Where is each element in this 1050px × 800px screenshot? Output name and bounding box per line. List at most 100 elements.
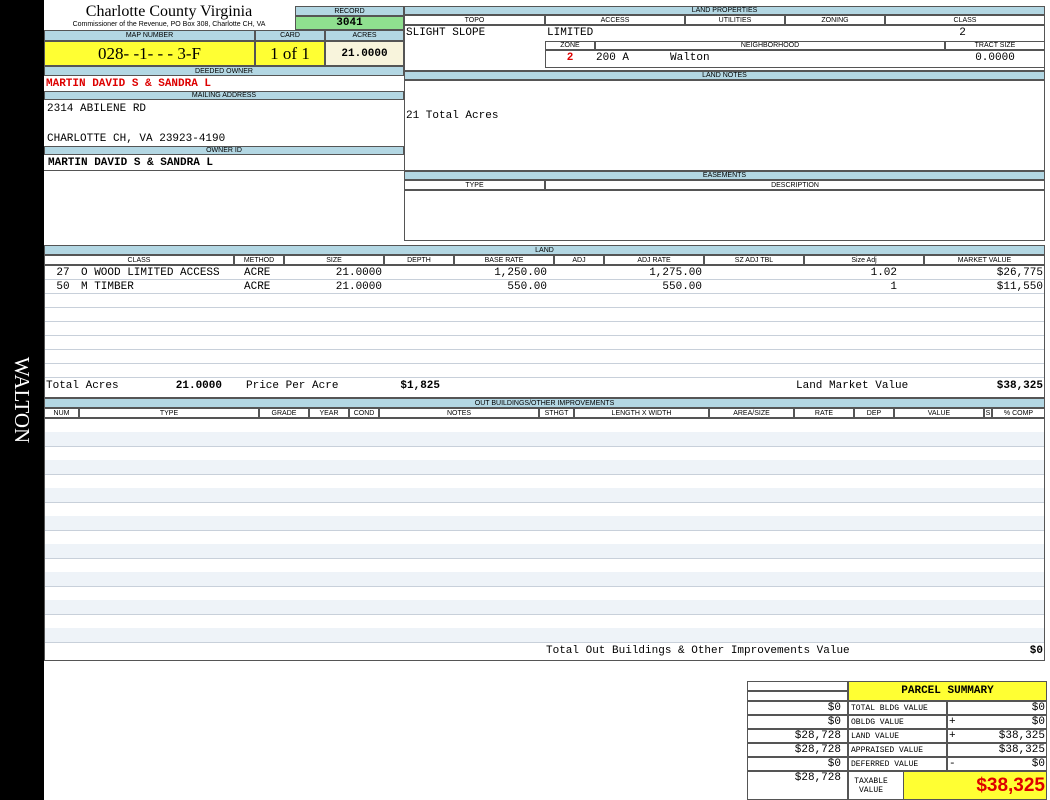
out-col-header: % COMP xyxy=(1003,409,1034,417)
summary-prior-cell xyxy=(747,715,848,729)
summary-op: + xyxy=(949,730,956,742)
owner-id-rule xyxy=(44,170,404,171)
land-market-value: $26,775 xyxy=(996,267,1043,279)
land-row-rule xyxy=(45,293,1044,294)
out-row-rule xyxy=(45,558,1044,559)
summary-prior: $28,728 xyxy=(794,772,841,784)
land-col-header-cell xyxy=(454,255,554,265)
land-adj-rate: 1,275.00 xyxy=(649,267,702,279)
summary-label-cell xyxy=(848,743,947,757)
land-class: O WOOD LIMITED ACCESS xyxy=(81,267,220,279)
summary-label-cell xyxy=(848,757,947,771)
out-col-header-cell xyxy=(992,408,1045,418)
land-col-header: DEPTH xyxy=(407,256,431,264)
summary-title-bg xyxy=(848,681,1047,701)
out-col-header: GRADE xyxy=(271,409,297,417)
mailing-address-label-bg xyxy=(44,91,404,100)
summary-value-cell xyxy=(947,715,1047,729)
easement-col-cell xyxy=(404,180,545,190)
land-size: 21.0000 xyxy=(335,281,382,293)
market: $38,325 xyxy=(996,380,1043,392)
land-notes-box xyxy=(404,80,1045,171)
land-row-rule xyxy=(45,307,1044,308)
out-col-header: S xyxy=(985,409,991,417)
summary-value: $0 xyxy=(1031,716,1045,728)
card-label: CARD xyxy=(280,32,300,39)
land-col-header: METHOD xyxy=(243,256,275,264)
deeded-owner-label: DEEDED OWNER xyxy=(195,67,253,75)
record-label: RECORD xyxy=(334,7,365,15)
out-col-header: DEP xyxy=(866,409,882,417)
out-col-header-cell xyxy=(539,408,574,418)
summary-prior-cell xyxy=(747,743,848,757)
land-row-rule xyxy=(45,349,1044,350)
summary-title: PARCEL SUMMARY xyxy=(901,685,994,697)
out-col-header-cell xyxy=(79,408,259,418)
summary-op: - xyxy=(949,758,956,770)
easement-col: DESCRIPTION xyxy=(771,181,819,189)
land-col-header-cell xyxy=(704,255,804,265)
summary-value: $38,325 xyxy=(998,730,1045,742)
land-properties-title-bg xyxy=(404,6,1045,15)
map-number-label: MAP NUMBER xyxy=(125,32,174,39)
owner-id-label-bg xyxy=(44,146,404,155)
acres-label-bg xyxy=(325,30,404,41)
land-method: ACRE xyxy=(244,267,271,279)
land-col-header: ADJ xyxy=(572,256,586,264)
summary-blank xyxy=(747,681,848,691)
summary-op: + xyxy=(949,716,956,728)
zone-row xyxy=(545,50,1045,68)
summary-prior: $28,728 xyxy=(794,744,841,756)
out-col-header: YEAR xyxy=(319,409,339,417)
out-row-band xyxy=(45,488,1044,502)
out-col-header-cell xyxy=(309,408,349,418)
land-col-header-cell xyxy=(924,255,1045,265)
out-row-rule xyxy=(45,530,1044,531)
out-row-band xyxy=(45,432,1044,446)
deeded-owner-value: MARTIN DAVID S & SANDRA L xyxy=(46,78,212,90)
summary-value: $38,325 xyxy=(998,744,1045,756)
out-body xyxy=(44,418,1045,661)
land-notes-text: 21 Total Acres xyxy=(406,110,499,122)
summary-value-cell xyxy=(947,729,1047,743)
land-col-header: SIZE xyxy=(326,256,342,264)
land-prop-topo-cell xyxy=(404,15,545,25)
zone-label: ZONE xyxy=(560,42,580,49)
land-col-header-cell xyxy=(44,255,234,265)
card-bg xyxy=(255,41,325,66)
zone-label-cell xyxy=(545,41,595,50)
zone-value: 2 xyxy=(566,52,574,64)
out-col-header: RATE xyxy=(814,409,834,417)
land-size: 21.0000 xyxy=(335,267,382,279)
summary-label-cell xyxy=(848,729,947,743)
land-col-header: MARKET VALUE xyxy=(957,256,1012,264)
record-value: 3041 xyxy=(336,17,363,29)
land-title: LAND xyxy=(535,246,554,254)
land-col-header: CLASS xyxy=(127,256,151,264)
summary-value-cell xyxy=(947,757,1047,771)
address-line: 2314 ABILENE RD xyxy=(47,103,147,115)
neighborhood-label-cell xyxy=(595,41,945,50)
summary-blank xyxy=(747,691,848,701)
land-prop-zoning: ZONING xyxy=(821,16,849,24)
summary-label: TAXABLE VALUE xyxy=(854,776,888,795)
county-title: Charlotte County Virginia xyxy=(85,3,253,20)
out-col-header-cell xyxy=(574,408,709,418)
sidebar xyxy=(0,0,44,800)
summary-label: APPRAISED VALUE xyxy=(851,745,924,755)
land-prop-topo: TOPO xyxy=(464,16,485,24)
land-row-rule xyxy=(45,335,1044,336)
out-col-header: COND xyxy=(353,409,375,417)
out-col-header-cell xyxy=(854,408,894,418)
owner-id-label: OWNER ID xyxy=(206,147,242,154)
map-number-value: 028- -1- - - 3-F xyxy=(98,43,201,63)
out-row-rule xyxy=(45,474,1044,475)
land-col-header-cell xyxy=(554,255,604,265)
total-acres: 21.0000 xyxy=(175,380,222,392)
out-col-header: STHGT xyxy=(544,409,569,417)
summary-prior: $0 xyxy=(827,702,841,714)
summary-label-cell xyxy=(848,701,947,715)
county-subtitle: Commissioner of the Revenue, PO Box 308,… xyxy=(72,20,266,28)
out-col-header: VALUE xyxy=(927,409,951,417)
